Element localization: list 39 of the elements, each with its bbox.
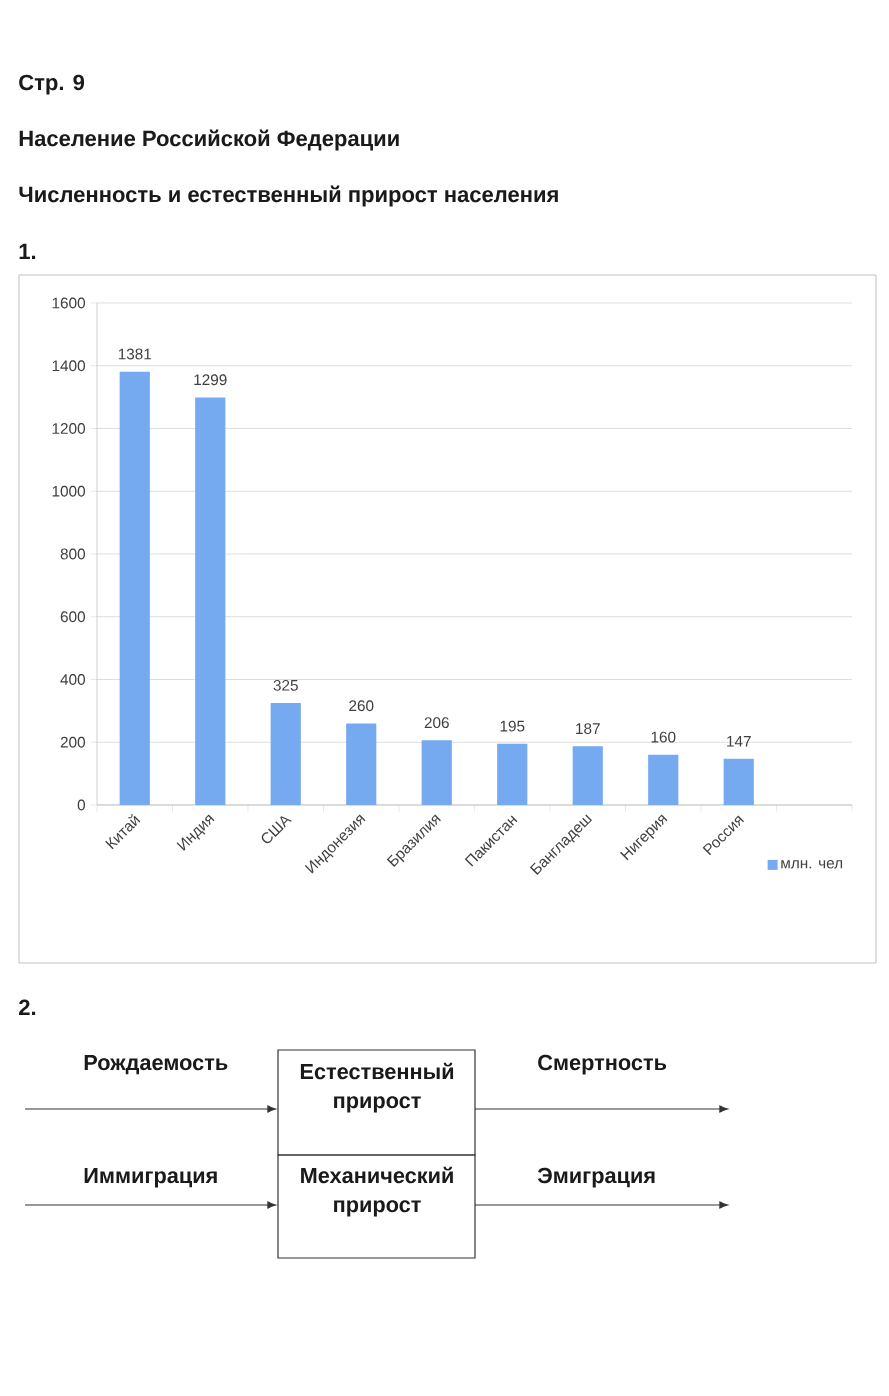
text: Естественный прирост — [300, 1062, 454, 1113]
y-tick-label: 600 — [60, 611, 86, 623]
bar — [648, 754, 679, 805]
text: 1. — [19, 243, 36, 259]
bar — [723, 758, 754, 805]
bar — [195, 397, 226, 805]
data-label: 187 — [576, 723, 600, 735]
y-tick-label: 1400 — [52, 360, 86, 372]
text: 2. — [19, 999, 36, 1015]
y-tick-label: 400 — [60, 674, 86, 685]
y-tick-label: 1600 — [52, 297, 86, 309]
data-label: 325 — [273, 679, 298, 691]
data-label: 1299 — [194, 374, 227, 386]
data-label: 147 — [727, 736, 751, 747]
bar — [497, 743, 528, 805]
y-tick-label: 200 — [60, 736, 86, 748]
bar — [346, 723, 377, 805]
y-tick-label: 800 — [60, 548, 86, 560]
data-label: 260 — [349, 700, 374, 712]
chart-subtitle: Численность и естественный прирост населения — [19, 185, 558, 207]
text: Смертность — [538, 1054, 667, 1075]
bar — [421, 740, 452, 805]
bar — [572, 746, 603, 805]
data-label: 206 — [424, 717, 449, 729]
data-label: 195 — [500, 720, 525, 732]
text: Эмиграция — [537, 1167, 655, 1188]
y-tick-label: 1000 — [52, 485, 86, 497]
text: Рождаемость — [84, 1055, 228, 1075]
text: Механический прирост — [301, 1166, 453, 1217]
text: Иммиграция — [84, 1168, 217, 1188]
legend-label: млн. чел — [781, 860, 843, 869]
y-tick-label: 1200 — [52, 423, 86, 434]
y-tick-label: 0 — [77, 799, 86, 811]
bar — [119, 371, 150, 805]
data-label: 1381 — [118, 348, 152, 360]
data-label: 160 — [651, 731, 676, 743]
bar — [270, 703, 301, 805]
chart-title: Население Российской Федерации — [19, 129, 399, 151]
text: Стр. 9 — [19, 74, 85, 95]
